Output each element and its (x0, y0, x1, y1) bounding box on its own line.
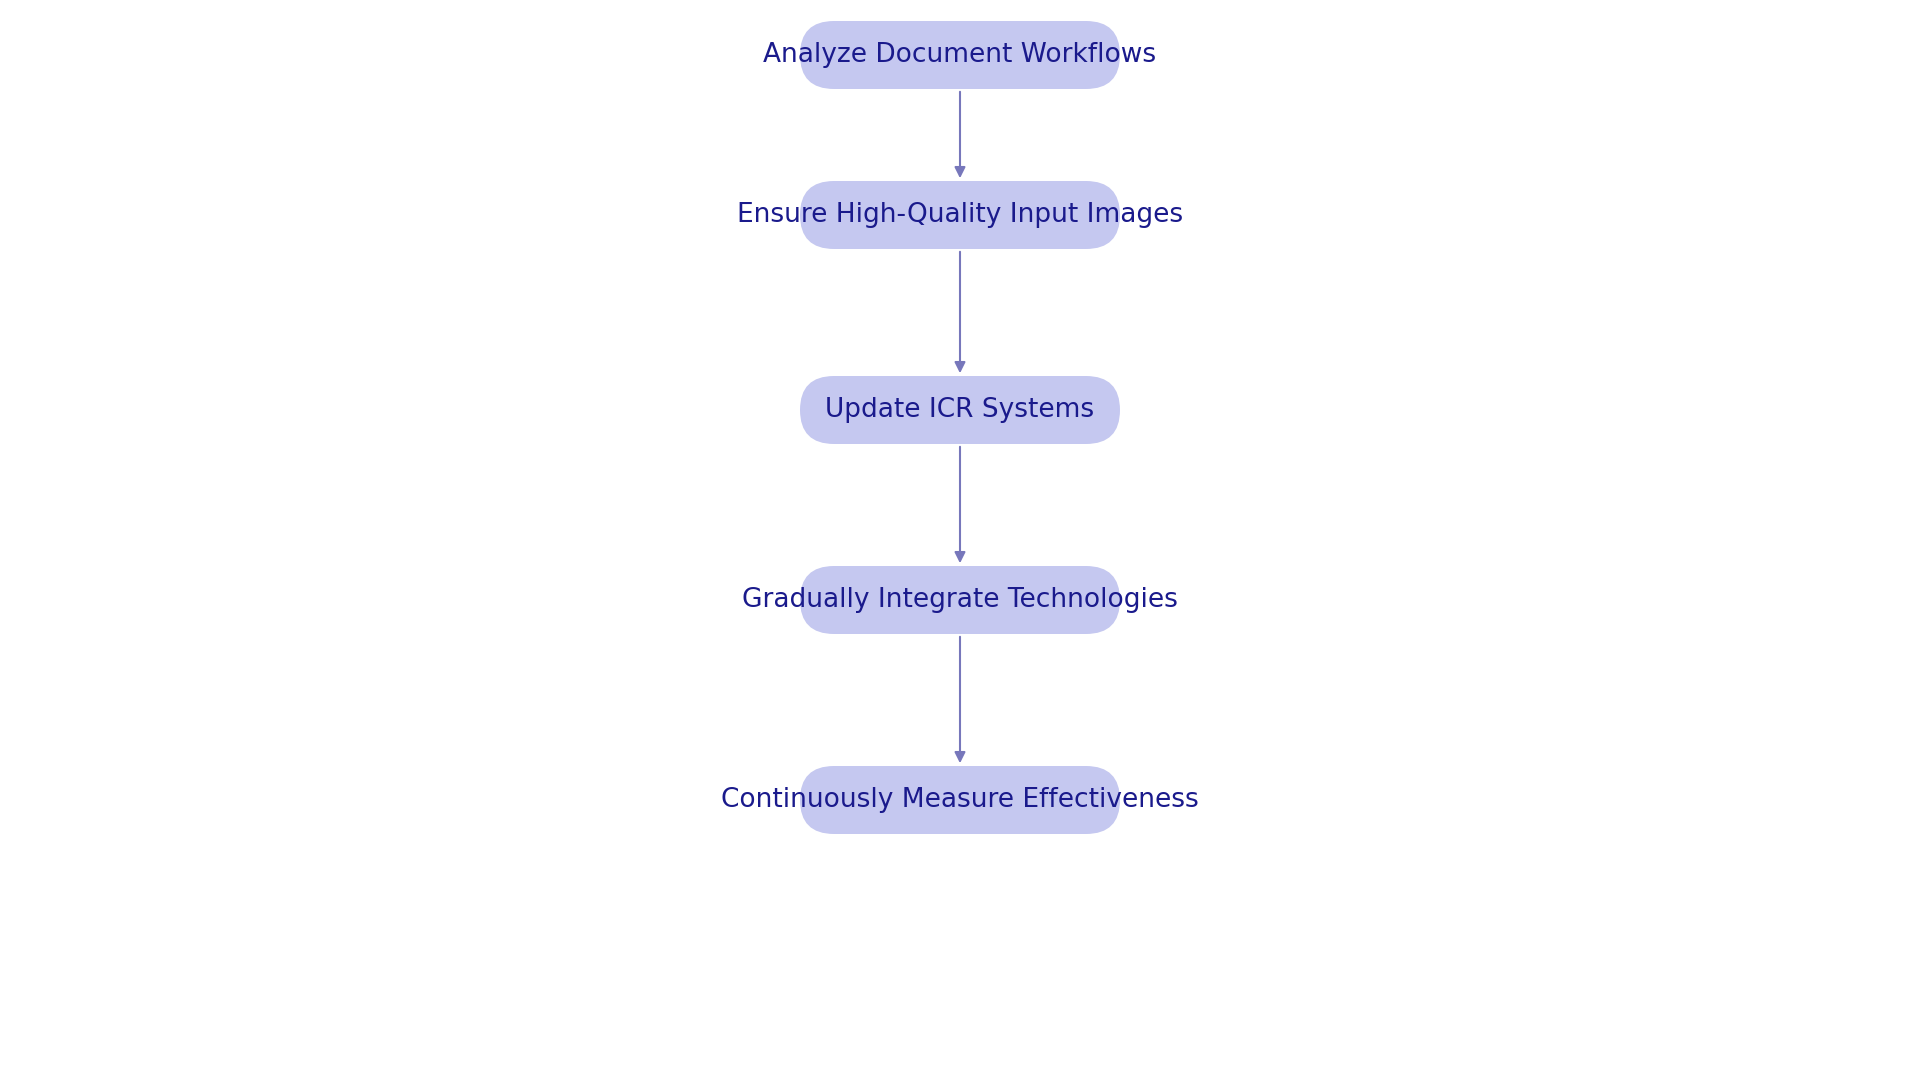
Text: Ensure High-Quality Input Images: Ensure High-Quality Input Images (737, 202, 1183, 228)
FancyBboxPatch shape (801, 566, 1119, 634)
FancyBboxPatch shape (801, 766, 1119, 834)
Text: Gradually Integrate Technologies: Gradually Integrate Technologies (741, 588, 1179, 613)
FancyBboxPatch shape (801, 376, 1119, 444)
Text: Update ICR Systems: Update ICR Systems (826, 397, 1094, 423)
Text: Continuously Measure Effectiveness: Continuously Measure Effectiveness (722, 787, 1198, 813)
Text: Analyze Document Workflows: Analyze Document Workflows (764, 42, 1156, 68)
FancyBboxPatch shape (801, 21, 1119, 89)
FancyBboxPatch shape (801, 181, 1119, 249)
